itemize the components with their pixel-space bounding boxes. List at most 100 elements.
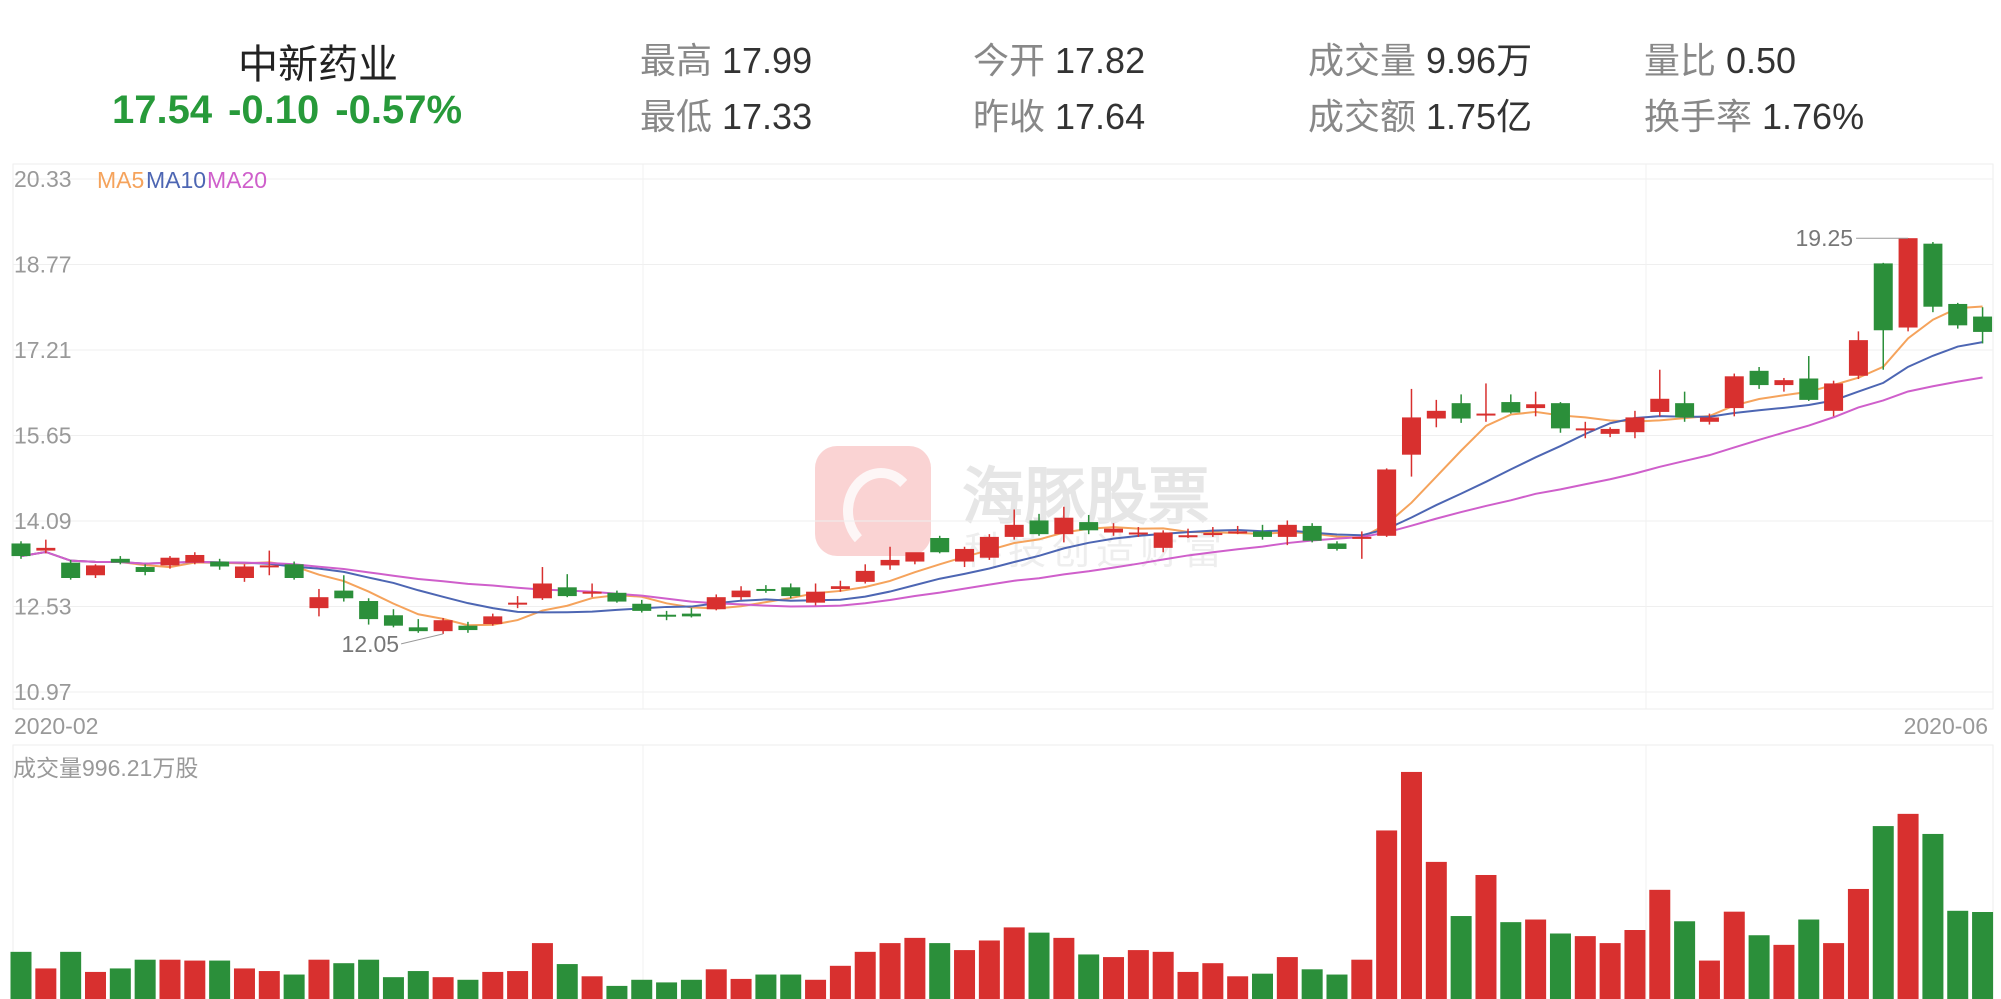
candle [36, 539, 56, 554]
candle-body [1128, 532, 1148, 535]
candle [483, 613, 503, 626]
low-annotation: 12.05 [342, 631, 400, 657]
volume-bar [109, 968, 131, 999]
candle [1426, 399, 1446, 428]
candle-body [532, 583, 552, 599]
candle-body [657, 614, 677, 617]
volume-bar [1078, 954, 1100, 999]
candle-body [36, 547, 56, 551]
candle [433, 618, 453, 634]
candle [135, 564, 155, 576]
volume-bar [1127, 950, 1149, 999]
volume-label: 成交量996.21万股 [13, 755, 198, 781]
candle-body [1526, 404, 1546, 409]
volume-bar [929, 943, 951, 999]
volume-panel-frame [12, 744, 1994, 999]
price-panel-frame [12, 163, 1994, 710]
volume-bar [656, 982, 678, 999]
x-label-start: 2020-02 [14, 713, 98, 739]
candle [11, 541, 31, 559]
candle [607, 590, 627, 603]
stat-open: 今开 17.82 [973, 40, 1146, 81]
quote-line: 17.54 -0.10 -0.57% [112, 88, 478, 133]
volume-bar [333, 963, 355, 999]
volume-bar [1823, 943, 1845, 999]
candle [309, 588, 329, 617]
volume-bar [805, 979, 827, 999]
candle-body [210, 561, 230, 567]
candle-body [135, 567, 155, 572]
candle-body [806, 591, 826, 603]
candle-body [259, 565, 279, 568]
candle-body [1153, 532, 1173, 548]
volume-bar [556, 964, 578, 999]
candle-body [1426, 410, 1446, 419]
candle [458, 621, 478, 633]
candle-body [110, 558, 130, 563]
volume-bar [1003, 927, 1025, 999]
volume-bar [407, 971, 429, 999]
volume-bar [879, 943, 901, 999]
stat-volume-ratio: 量比 0.50 [1644, 40, 1797, 81]
candle [1873, 262, 1893, 370]
volume-bar [432, 977, 454, 999]
candle [508, 596, 528, 609]
volume-bar [1549, 933, 1571, 999]
stock-name: 中新药业 [238, 43, 398, 87]
candle-body [781, 587, 801, 597]
volume-bar [780, 974, 802, 999]
candle-body [979, 536, 999, 558]
volume-bar [1624, 930, 1646, 999]
volume-bar [382, 977, 404, 999]
candle-body [955, 548, 975, 562]
candle [855, 564, 875, 584]
candle [1749, 366, 1769, 389]
volume-bar [1872, 826, 1894, 999]
candle [1054, 506, 1074, 543]
volume-bar [631, 979, 653, 999]
candle [1228, 525, 1248, 535]
candle [1302, 523, 1322, 543]
volume-bar [531, 943, 553, 999]
candle [1178, 528, 1198, 538]
candle-body [1451, 403, 1471, 419]
volume-bar [1897, 813, 1919, 999]
candle [1451, 394, 1471, 423]
volume-bar [1798, 919, 1820, 999]
candle-body [855, 570, 875, 582]
candle-body [1650, 398, 1670, 412]
candle-body [607, 592, 627, 602]
candle-body [1724, 376, 1744, 409]
volume-bar [1202, 963, 1224, 999]
volume-bar [1152, 951, 1174, 999]
volume-bar [755, 974, 777, 999]
volume-bar [904, 937, 926, 999]
y-tick-label: 10.97 [14, 679, 72, 705]
candle [1575, 421, 1595, 439]
volume-bar [705, 969, 727, 999]
candle [1650, 369, 1670, 417]
candle [955, 546, 975, 568]
volume-bar [308, 959, 330, 999]
candle-body [632, 603, 652, 611]
volume-bar [1972, 912, 1994, 999]
candle [1128, 527, 1148, 537]
y-tick-label: 15.65 [14, 423, 72, 449]
volume-bar [829, 965, 851, 999]
volume-bar [1649, 889, 1671, 999]
candle [1699, 413, 1719, 425]
candle [1501, 394, 1521, 414]
low-annotation-line [400, 633, 444, 645]
candle [706, 594, 726, 611]
candle-body [1501, 402, 1521, 413]
y-tick-label: 18.77 [14, 252, 72, 278]
stat-high: 最高 17.99 [640, 40, 813, 81]
candle-body [284, 564, 304, 578]
candle [1104, 523, 1124, 536]
volume-bar [1525, 919, 1547, 999]
candle-body [1004, 524, 1024, 537]
volume-bar [1376, 830, 1398, 999]
volume-bar [258, 971, 280, 999]
candle [334, 575, 354, 602]
candle-body [508, 602, 528, 605]
